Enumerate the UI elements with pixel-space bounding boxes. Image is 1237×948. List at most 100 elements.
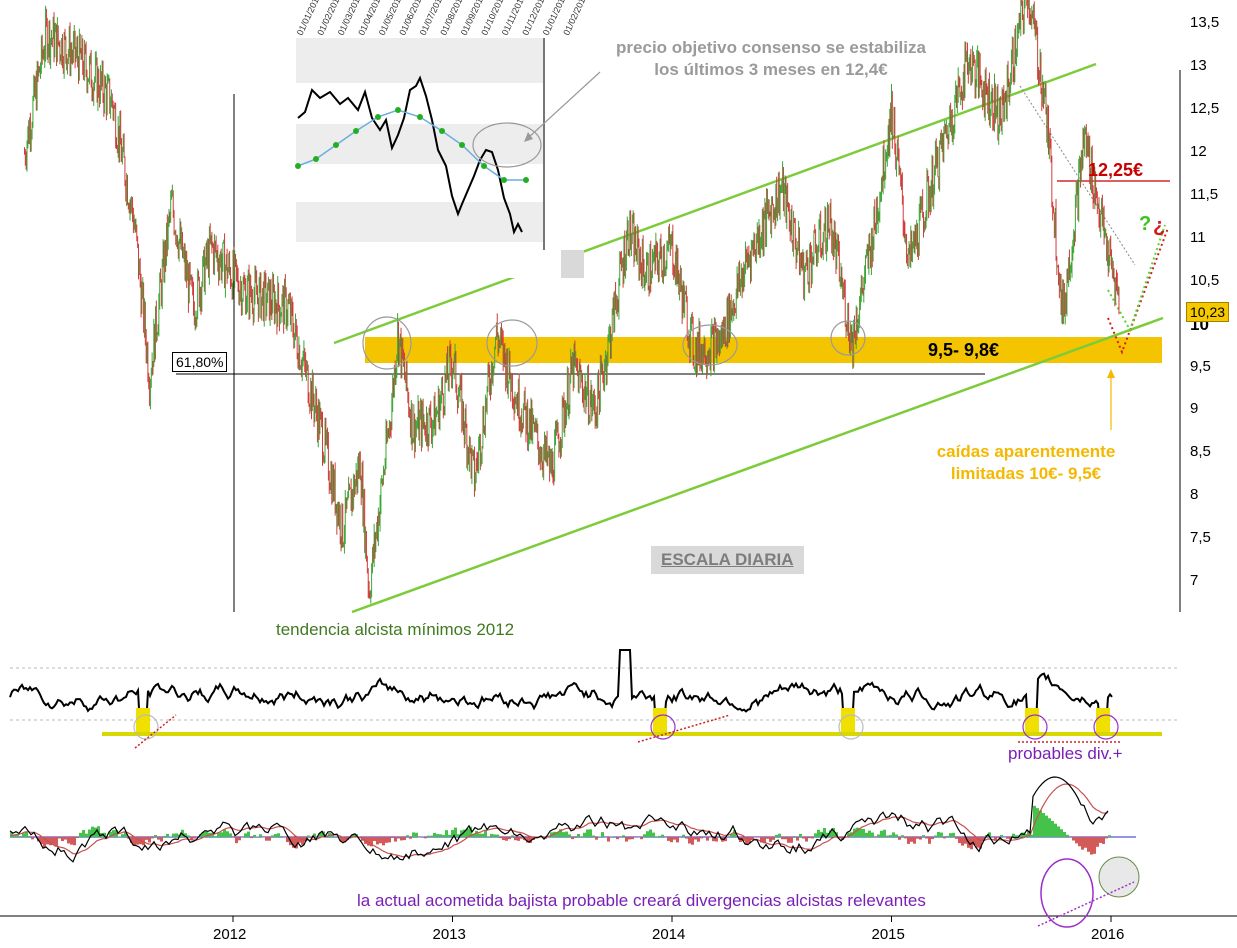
support-band-label: 9,5- 9,8€: [928, 340, 1000, 360]
macd-histogram-bar: [229, 833, 232, 837]
channel-upper-line: [333, 62, 1097, 345]
macd-histogram-bar: [235, 837, 238, 844]
macd-histogram-bar: [481, 833, 484, 837]
macd-histogram-bar: [688, 837, 691, 844]
macd-histogram-bar: [1105, 837, 1108, 839]
macd-histogram-bar: [607, 837, 610, 842]
rsi-low-circle: [1022, 714, 1048, 740]
macd-histogram-bar: [802, 837, 805, 839]
macd-histogram-bar: [172, 833, 175, 837]
macd-histogram-bar: [871, 832, 874, 837]
macd-histogram-bar: [517, 837, 520, 841]
inset-consensus-point: [295, 163, 301, 169]
macd-signal-line: [9, 783, 1109, 858]
macd-histogram-bar: [598, 836, 601, 837]
macd-histogram-bar: [247, 831, 250, 837]
macd-histogram-bar: [1075, 837, 1078, 844]
macd-histogram-bar: [1036, 808, 1039, 837]
macd-histogram-bar: [1084, 837, 1087, 848]
macd-histogram-bar: [823, 827, 826, 837]
macd-histogram-bar: [472, 833, 475, 837]
macd-histogram-bar: [652, 832, 655, 837]
macd-histogram-bar: [610, 836, 613, 837]
macd-histogram-bar: [931, 837, 934, 840]
rsi-low-marker: [136, 708, 150, 732]
macd-histogram-bar: [109, 831, 112, 837]
macd-histogram-bar: [154, 835, 157, 837]
macd-line: [9, 776, 1109, 863]
y-tick-label: 12: [1190, 143, 1207, 160]
macd-histogram-bar: [256, 836, 259, 837]
y-tick-label: 9: [1190, 400, 1199, 418]
inset-frame: [543, 38, 545, 250]
inset-consensus-point: [481, 163, 487, 169]
y-tick-label: 13: [1190, 57, 1207, 75]
macd-histogram-bar: [628, 837, 631, 840]
macd-histogram-bar: [1015, 835, 1018, 837]
macd-histogram-bar: [589, 829, 592, 837]
macd-histogram-bar: [1081, 837, 1084, 850]
macd-histogram-bar: [571, 837, 574, 840]
inset-consensus-point: [395, 107, 401, 113]
macd-histogram-bar: [772, 837, 775, 840]
inset-title-line2: los últimos 3 meses en 12,4€: [654, 60, 888, 79]
macd-histogram-bar: [622, 835, 625, 837]
y-tick-label: 11: [1190, 228, 1206, 246]
macd-histogram-bar: [943, 837, 946, 839]
macd-histogram-bar: [565, 831, 568, 837]
macd-histogram-bar: [217, 832, 220, 837]
x-tick-label: 2015: [871, 926, 905, 943]
macd-histogram-bar: [202, 831, 205, 837]
y-tick-label: 11,5: [1190, 185, 1219, 203]
macd-histogram-bar: [655, 836, 658, 837]
macd-histogram-bar: [631, 837, 634, 840]
macd-histogram-bar: [445, 830, 448, 837]
macd-histogram-bar: [625, 837, 628, 842]
macd-histogram-bar: [82, 830, 85, 837]
macd-histogram-bar: [997, 837, 1000, 838]
macd-histogram-bar: [157, 837, 160, 840]
macd-histogram-bar: [976, 837, 979, 848]
macd-histogram-bar: [466, 828, 469, 837]
macd-histogram-bar: [490, 833, 493, 837]
macd-histogram-bar: [442, 835, 445, 837]
macd-histogram-bar: [667, 837, 670, 841]
macd-histogram-bar: [868, 830, 871, 837]
macd-histogram-bar: [403, 837, 406, 841]
macd-histogram-bar: [433, 832, 436, 837]
rsi-low-marker: [653, 708, 667, 732]
macd-histogram-bar: [793, 836, 796, 837]
macd-histogram-bar: [691, 837, 694, 845]
macd-histogram-bar: [769, 837, 772, 842]
macd-histogram-bar: [13, 834, 16, 837]
macd-histogram-bar: [1090, 837, 1093, 855]
macd-histogram-bar: [43, 837, 46, 848]
macd-histogram-bar: [214, 836, 217, 837]
macd-histogram-bar: [388, 837, 391, 843]
macd-histogram-bar: [163, 835, 166, 837]
macd-histogram-bar: [370, 837, 373, 847]
rsi-indicator: [9, 649, 1122, 749]
macd-histogram-bar: [934, 835, 937, 837]
macd-histogram-bar: [268, 837, 271, 841]
macd-histogram-bar: [562, 832, 565, 837]
support-touch-circle: [682, 324, 738, 366]
macd-histogram-bar: [808, 837, 811, 839]
macd-histogram-bar: [979, 837, 982, 849]
macd-histogram-bar: [778, 833, 781, 837]
macd-histogram-bar: [244, 833, 247, 837]
macd-histogram-bar: [493, 834, 496, 837]
macd-histogram-bar: [595, 837, 598, 840]
macd-histogram-bar: [67, 837, 70, 844]
macd-histogram-bar: [1063, 832, 1066, 837]
macd-histogram-bar: [832, 827, 835, 837]
macd-histogram-bar: [1024, 833, 1027, 837]
inset-highlight-circle: [472, 122, 542, 168]
macd-histogram-bar: [73, 837, 76, 846]
macd-histogram-bar: [277, 833, 280, 837]
macd-histogram-bar: [973, 837, 976, 846]
macd-histogram-bar: [784, 837, 787, 840]
macd-histogram-bar: [1027, 830, 1030, 837]
macd-histogram-bar: [412, 832, 415, 837]
